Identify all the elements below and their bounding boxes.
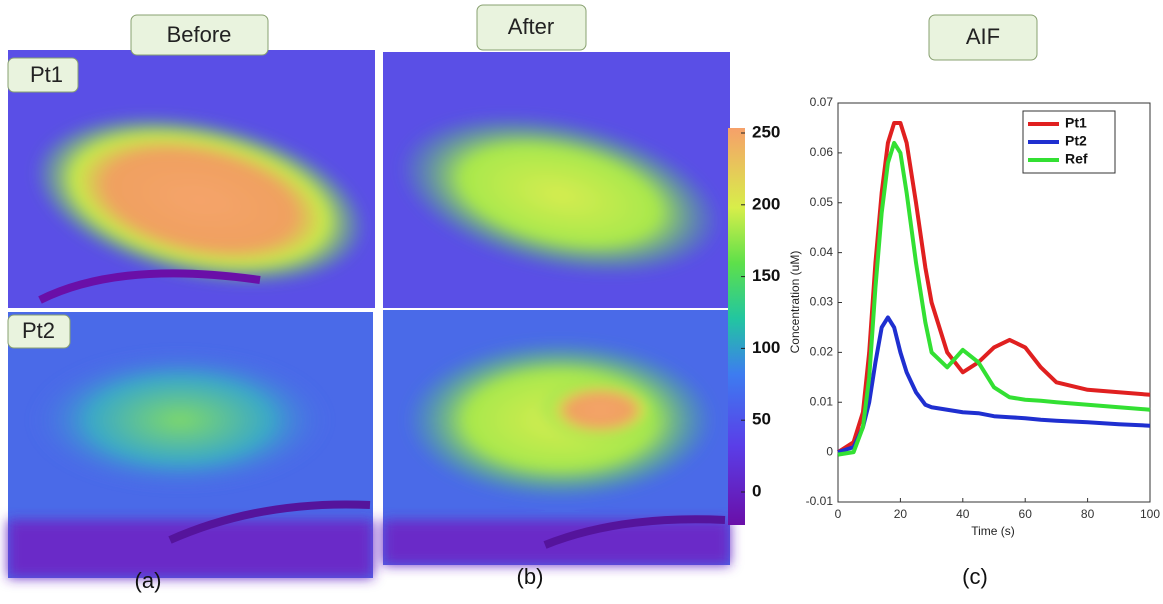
- y-axis-label: Concentration (uM): [788, 251, 802, 354]
- x-tick-label: 40: [956, 507, 970, 521]
- colorbar-tick-label: 250: [752, 122, 780, 141]
- y-tick-label: 0.03: [810, 295, 834, 309]
- y-tick-label: 0.02: [810, 345, 834, 359]
- header-boxes: Before After AIF Pt1 Pt2: [7, 4, 1038, 349]
- legend-label: Ref: [1065, 151, 1088, 167]
- header-box: [130, 14, 269, 56]
- colorbar-tick-label: 50: [752, 410, 771, 429]
- y-tick-label: 0.01: [810, 394, 834, 408]
- y-tick-label: 0.04: [810, 245, 834, 259]
- row-label: Pt1: [30, 62, 63, 87]
- header-aif: AIF: [966, 24, 1000, 49]
- header-before: Before: [167, 22, 232, 47]
- legend-label: Pt2: [1065, 133, 1087, 149]
- header-box: [476, 4, 587, 51]
- row-box: [7, 57, 79, 93]
- colorbar-tick-label: 150: [752, 266, 780, 285]
- y-tick-label: 0.06: [810, 145, 834, 159]
- series-line: [837, 140, 1151, 457]
- colorbar-tick-label: 100: [752, 338, 780, 357]
- caption: (c): [962, 564, 988, 589]
- y-tick-label: -0.01: [806, 494, 834, 508]
- x-tick-label: 100: [1140, 507, 1160, 521]
- x-tick-label: 60: [1019, 507, 1033, 521]
- colorbar-tick-label: 200: [752, 194, 780, 213]
- y-tick-label: 0: [826, 444, 833, 458]
- y-tick-label: 0.07: [810, 95, 834, 109]
- x-tick-label: 20: [894, 507, 908, 521]
- caption: (a): [135, 568, 162, 593]
- colorbar-tick-label: 0: [752, 481, 761, 500]
- row-label: Pt2: [22, 318, 55, 343]
- caption: (b): [517, 564, 544, 589]
- header-box: [928, 14, 1038, 61]
- colorbar: [728, 128, 745, 525]
- x-tick-label: 80: [1081, 507, 1095, 521]
- y-tick-label: 0.05: [810, 195, 834, 209]
- image-panels: [8, 50, 730, 578]
- x-tick-label: 0: [835, 507, 842, 521]
- row-box: [7, 314, 71, 349]
- series-line: [837, 315, 1151, 455]
- legend-label: Pt1: [1065, 115, 1087, 131]
- x-axis-label: Time (s): [971, 524, 1015, 538]
- header-after: After: [508, 14, 554, 39]
